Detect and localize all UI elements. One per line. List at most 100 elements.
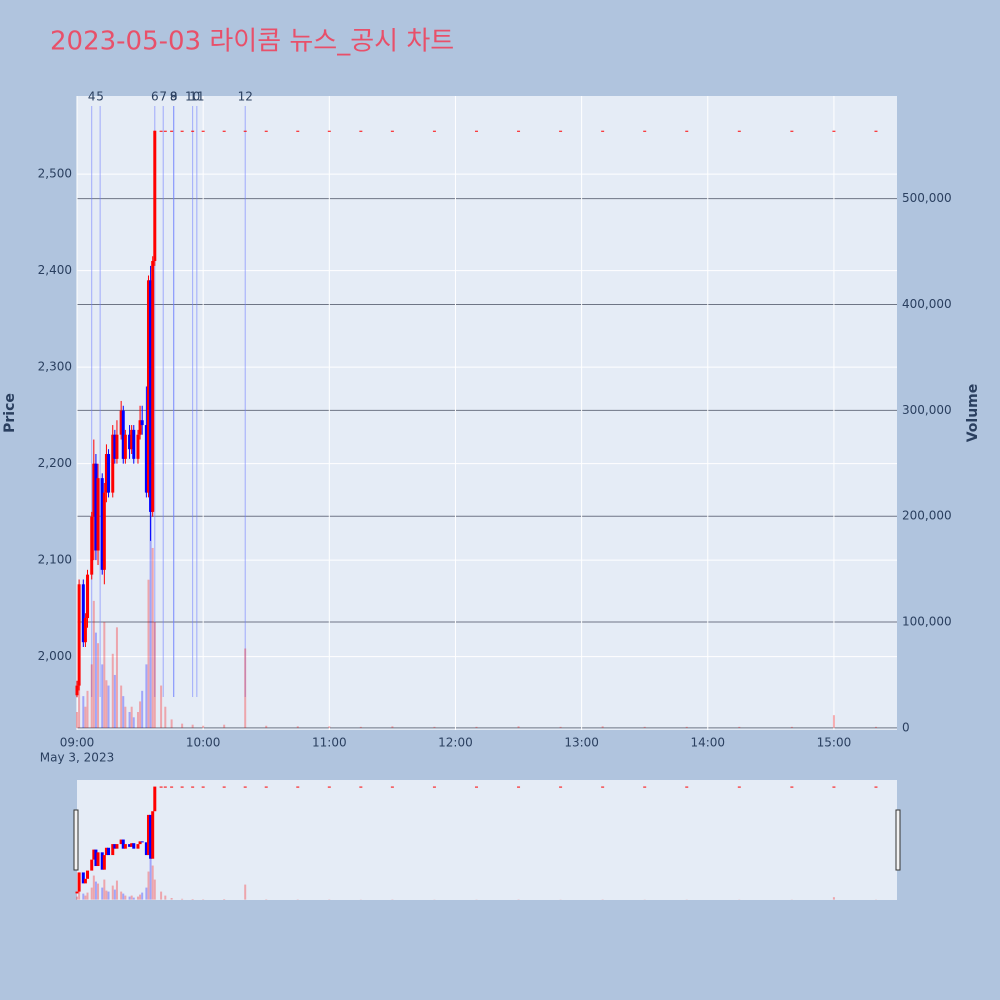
volume-bar [244,648,247,728]
candle-body [159,130,163,132]
volume-bar [128,712,131,728]
y-tick-label: 2,000 [38,649,72,663]
volume-bar [111,653,114,728]
volume-bar [76,712,78,728]
slider-candle [119,839,123,845]
candle-body [121,410,125,459]
x-tick-label: 10:00 [186,736,221,750]
volume-bar [164,706,167,728]
annotation-label: 8 [170,90,178,104]
candle-body [75,685,79,696]
candle-body [94,463,98,551]
slider-volume-bar [153,879,156,900]
slider-candle [138,841,142,845]
volume-bar [517,726,520,728]
slider-candle [327,786,331,788]
candle-body [264,130,268,132]
slider-volume-bar [141,892,144,900]
plot-area [77,96,897,730]
candle-body [222,130,226,132]
candle-body [96,478,100,551]
y2-tick-label: 0 [902,720,910,734]
volume-bar [191,724,194,728]
slider-volume-bar [86,892,89,900]
slider-volume-bar [107,891,110,900]
slider-candle [75,891,79,894]
slider-candle [874,786,878,788]
slider-candle [113,844,117,849]
volume-bar [113,674,116,728]
candle-body [90,516,94,575]
x-tick-label: 12:00 [438,736,473,750]
slider-volume-bar [90,887,93,900]
candle-body [83,618,87,643]
annotation-label: 11 [189,90,204,104]
slider-candle [115,844,119,849]
slider-volume-bar [105,890,108,900]
candle-body [113,434,117,459]
candle-body [180,130,184,132]
annotation-label: 12 [238,90,253,104]
volume-bar [643,726,646,728]
slider-candle [94,849,98,867]
slider-candle [130,843,134,847]
x-sublabel: May 3, 2023 [40,751,114,765]
volume-bar [601,726,604,728]
volume-bar [475,726,478,728]
range-slider[interactable] [77,780,897,900]
slider-volume-bar [160,891,163,900]
slider-candle [90,859,94,871]
candle-body [737,130,741,132]
slider-candle [737,786,741,788]
slider-candle [83,878,87,884]
slider-candle [149,814,153,859]
candle-body [170,130,174,132]
slider-volume-bar [82,893,85,900]
volume-bar [84,706,87,728]
volume-bar [559,726,562,728]
volume-bar [105,680,108,728]
y2-tick-label: 100,000 [902,615,952,629]
slider-volume-bar [124,895,127,900]
slider-candle [643,786,647,788]
candle-body [874,130,878,132]
slider-candle [81,872,85,884]
x-tick-label: 15:00 [817,736,852,750]
slider-candle [107,847,111,856]
slider-candle [86,870,90,879]
y2-tick-label: 400,000 [902,297,952,311]
annotation-label: 6 [151,90,159,104]
volume-bar [874,726,877,728]
slider-candle [96,852,100,867]
candle-body [140,420,144,426]
slider-candle [102,855,106,870]
slider-volume-bar [84,895,87,900]
slider-volume-bar [92,875,95,900]
slider-candle [685,786,689,788]
candle-body [102,492,106,570]
volume-bar [141,690,144,728]
candle-body [104,454,108,493]
volume-bar [391,726,394,728]
slider-candle [163,786,167,788]
candle-body [111,434,115,493]
candle-body [115,434,119,459]
candle-body [601,130,605,132]
slider-candle [151,811,155,859]
volume-bar [130,706,133,728]
annotation-label: 10 [185,90,200,104]
candle-body [119,410,123,435]
slider-candle [159,786,163,788]
slider-candle [832,786,836,788]
candle-body [685,130,689,132]
slider-candle [123,844,127,849]
slider-candle [191,786,195,788]
slider-volume-bar [120,891,123,900]
slider-candle [92,849,96,860]
candle-body [327,130,331,132]
volume-bar [103,622,106,728]
slider-handle[interactable] [73,809,79,871]
slider-volume-bar [122,893,125,900]
slider-volume-bar [164,895,167,900]
slider-handle[interactable] [895,809,901,871]
